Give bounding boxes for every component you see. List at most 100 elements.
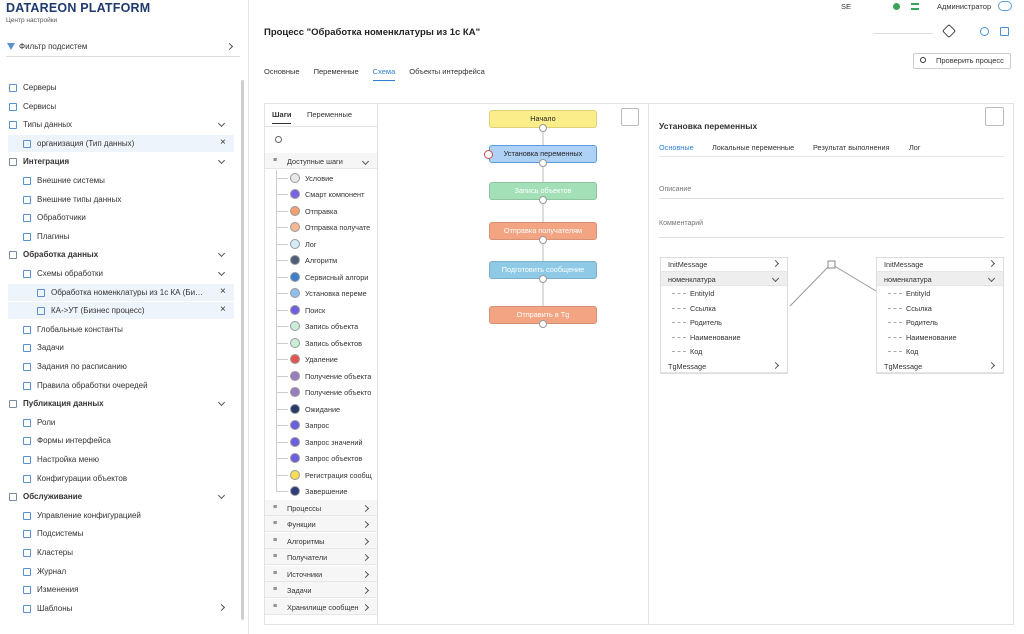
tab[interactable]: Объекты интерфейса: [409, 67, 485, 76]
section-title[interactable]: Публикация данных: [23, 399, 104, 409]
save-icon[interactable]: [1000, 27, 1009, 36]
panel-tab[interactable]: Переменные: [307, 110, 353, 119]
step[interactable]: Сервисный алгори: [305, 272, 369, 282]
nav-item[interactable]: организация (Тип данных): [37, 138, 135, 148]
nav-item[interactable]: Роли: [37, 417, 56, 427]
step[interactable]: Регистрация сообщ: [305, 470, 372, 480]
nav-item[interactable]: Конфигурации объектов: [37, 473, 128, 483]
tree-leaf[interactable]: Наименование: [690, 332, 741, 342]
tree-leaf[interactable]: EntityId: [690, 289, 715, 298]
nav-item[interactable]: Серверы: [23, 83, 57, 92]
step[interactable]: Смарт компонент: [305, 190, 365, 199]
nav-item[interactable]: Сервисы: [23, 101, 57, 111]
step[interactable]: Условие: [305, 173, 334, 183]
filter[interactable]: Фильтр подсистем: [19, 42, 88, 51]
nav-item[interactable]: Подсистемы: [37, 529, 84, 539]
section-title[interactable]: Обработка данных: [23, 250, 99, 260]
nav-item[interactable]: Обработчики: [37, 213, 86, 223]
tree-node[interactable]: InitMessage: [668, 260, 708, 269]
tree-leaf[interactable]: Код: [690, 347, 703, 356]
tree-icon[interactable]: [911, 3, 919, 10]
tree-leaf[interactable]: Наименование: [906, 332, 957, 342]
tree-leaf[interactable]: Родитель: [690, 318, 722, 327]
nav-item[interactable]: Кластеры: [37, 548, 73, 557]
step[interactable]: Удаление: [305, 355, 338, 364]
tree-leaf[interactable]: Ссылка: [690, 303, 716, 313]
nav-item[interactable]: Типы данных: [23, 120, 73, 130]
search-icon[interactable]: [275, 136, 282, 143]
refresh-icon[interactable]: [980, 27, 989, 36]
logout-icon[interactable]: [998, 1, 1012, 11]
nav-item[interactable]: Правила обработки очередей: [37, 380, 148, 390]
tree-node[interactable]: TgMessage: [884, 361, 923, 371]
expand-icon[interactable]: [985, 107, 1004, 126]
step-group[interactable]: Задачи: [287, 586, 312, 595]
nav-item[interactable]: Внешние типы данных: [37, 194, 122, 204]
section-title[interactable]: Обслуживание: [23, 492, 83, 502]
step[interactable]: Получение объекта: [305, 371, 372, 381]
close-icon[interactable]: ×: [220, 304, 226, 316]
step[interactable]: Запрос объектов: [305, 454, 363, 463]
step-group[interactable]: Алгоритмы: [287, 536, 325, 546]
step[interactable]: Алгоритм: [305, 256, 338, 265]
step[interactable]: Запрос значений: [305, 437, 363, 447]
check-button[interactable]: Проверить процесс: [913, 53, 1011, 69]
step-group[interactable]: Функции: [287, 520, 316, 529]
field-line[interactable]: [659, 198, 1004, 199]
nav-item[interactable]: Обработка номенклатуры из 1с КА (Би…: [51, 287, 204, 297]
tab[interactable]: Основные: [264, 67, 300, 76]
tree-node[interactable]: номенклатура: [884, 274, 932, 284]
step[interactable]: Ожидание: [305, 404, 341, 414]
nav-item[interactable]: КА->УТ (Бизнес процесс): [51, 306, 145, 316]
step[interactable]: Поиск: [305, 305, 326, 315]
nav-item[interactable]: Управление конфигурацией: [37, 510, 141, 520]
tree-line: [276, 276, 288, 278]
panel-tab[interactable]: Шаги: [272, 110, 292, 124]
nav-item[interactable]: Внешние системы: [37, 176, 105, 185]
nav-item[interactable]: Шаблоны: [37, 603, 73, 613]
tree-node[interactable]: InitMessage: [884, 260, 924, 269]
close-icon[interactable]: ×: [220, 136, 226, 148]
tree-leaf[interactable]: EntityId: [906, 289, 931, 298]
nav-item[interactable]: Настройка меню: [37, 455, 99, 464]
section-title[interactable]: Интеграция: [23, 157, 70, 167]
nav-item[interactable]: Журнал: [37, 566, 67, 576]
step-group[interactable]: Источники: [287, 569, 323, 579]
close-icon[interactable]: ×: [220, 285, 226, 297]
step[interactable]: Лог: [305, 239, 317, 249]
field-line[interactable]: [659, 237, 1004, 238]
nav-item[interactable]: Задачи: [37, 343, 64, 353]
step-group[interactable]: Хранилище сообщен: [287, 602, 359, 612]
step-group[interactable]: Процессы: [287, 503, 322, 513]
nav-item[interactable]: Изменения: [37, 585, 79, 595]
tree-node[interactable]: номенклатура: [668, 274, 716, 284]
step[interactable]: Запись объекта: [305, 322, 359, 331]
tab[interactable]: Схема: [372, 67, 396, 81]
nav-item[interactable]: Глобальные константы: [37, 324, 123, 334]
props-tab[interactable]: Локальные переменные: [712, 143, 795, 152]
expand-icon[interactable]: [621, 108, 639, 126]
step-group[interactable]: Получатели: [287, 553, 328, 562]
props-tab[interactable]: Результат выполнения: [813, 143, 890, 152]
step[interactable]: Отправка получате: [305, 223, 371, 232]
tree-leaf[interactable]: Ссылка: [906, 303, 932, 313]
step-group[interactable]: Доступные шаги: [287, 157, 343, 166]
step[interactable]: Получение объекто: [305, 388, 372, 397]
step[interactable]: Запись объектов: [305, 338, 363, 348]
tree-leaf[interactable]: Код: [906, 347, 919, 356]
nav-item[interactable]: Плагины: [37, 231, 70, 241]
tab[interactable]: Переменные: [313, 67, 359, 76]
nav-item[interactable]: Задания по расписанию: [37, 362, 127, 371]
nav-item[interactable]: Формы интерфейса: [37, 436, 111, 446]
nav-item[interactable]: Схемы обработки: [37, 269, 104, 278]
settings-icon[interactable]: [893, 3, 900, 10]
props-tab[interactable]: Лог: [909, 143, 921, 152]
step[interactable]: Установка переме: [305, 289, 367, 298]
tree-leaf[interactable]: Родитель: [906, 318, 938, 327]
step[interactable]: Завершение: [305, 487, 348, 496]
user-name[interactable]: Администратор: [937, 2, 992, 11]
step[interactable]: Отправка: [305, 206, 338, 216]
step[interactable]: Запрос: [305, 421, 330, 430]
tree-node[interactable]: TgMessage: [668, 361, 707, 371]
props-tab[interactable]: Основные: [659, 143, 694, 157]
